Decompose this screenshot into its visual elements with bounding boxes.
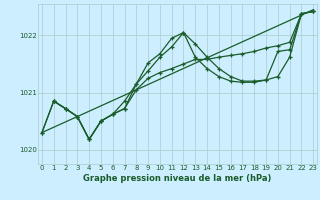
X-axis label: Graphe pression niveau de la mer (hPa): Graphe pression niveau de la mer (hPa) [84, 174, 272, 183]
